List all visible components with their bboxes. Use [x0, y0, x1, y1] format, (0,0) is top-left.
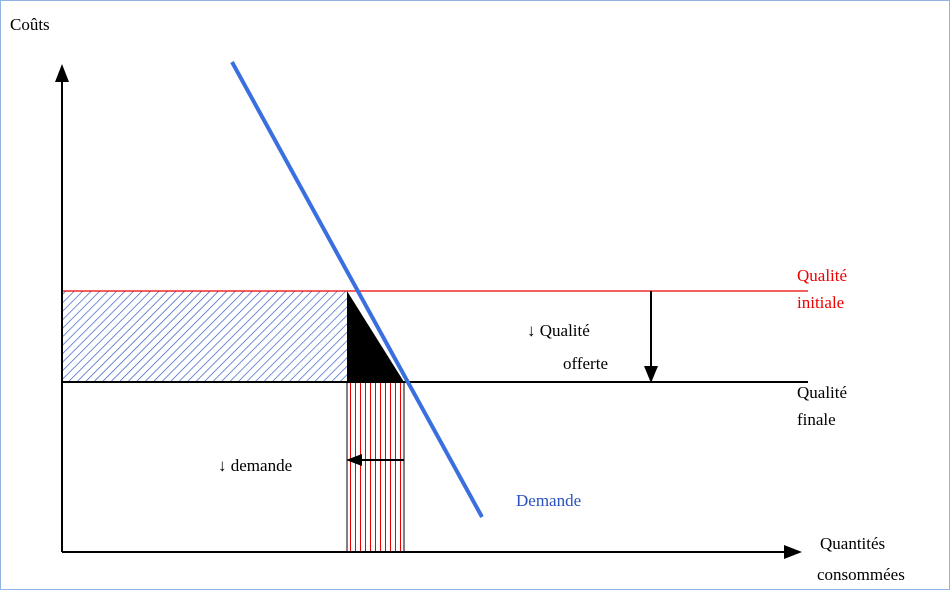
x-axis-label: Quantités consommées — [817, 534, 905, 584]
surplus-area — [62, 291, 347, 382]
demand-loss-area — [346, 381, 405, 553]
deadweight-triangle — [347, 291, 404, 382]
initial-quality-label: Qualité initiale — [797, 266, 851, 312]
offered-quality-label: ↓ Qualité offerte — [527, 321, 608, 373]
demand-curve — [230, 61, 484, 518]
y-axis-label: Coûts — [10, 15, 50, 34]
demand-label: Demande — [516, 491, 581, 510]
quality-arrowhead — [644, 366, 658, 383]
y-axis-arrow — [55, 64, 69, 82]
x-axis-arrow — [784, 545, 802, 559]
final-quality-label: Qualité finale — [797, 383, 851, 429]
demand-arrowhead — [346, 454, 362, 466]
demand-drop-label: ↓ demande — [218, 456, 292, 475]
